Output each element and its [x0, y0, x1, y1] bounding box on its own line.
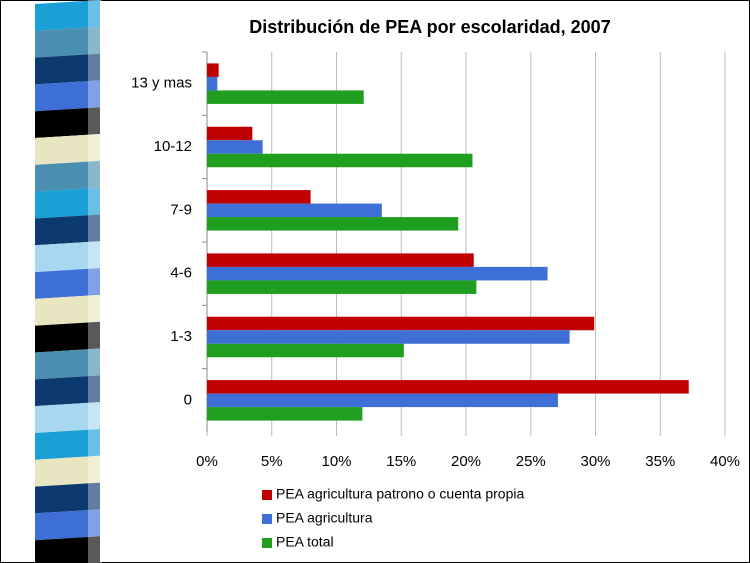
- x-tick-label: 20%: [451, 453, 481, 470]
- y-tick-label: 0: [184, 391, 192, 408]
- legend-swatch: [262, 514, 272, 524]
- x-tick-label: 35%: [645, 453, 675, 470]
- decorative-strip: [35, 0, 102, 563]
- chart-title: Distribución de PEA por escolaridad, 200…: [249, 17, 610, 37]
- legend-label: PEA total: [276, 534, 334, 550]
- x-tick-label: 40%: [710, 453, 740, 470]
- bar: [207, 330, 570, 344]
- bar: [207, 204, 382, 218]
- legend-label: PEA agricultura: [276, 510, 373, 526]
- y-tick-label: 13 y mas: [131, 75, 192, 92]
- bar: [207, 380, 689, 394]
- page: Distribución de PEA por escolaridad, 200…: [0, 0, 750, 563]
- x-tick-label: 30%: [580, 453, 610, 470]
- bar: [207, 190, 311, 204]
- bar: [207, 154, 472, 168]
- bar: [207, 317, 594, 331]
- strip-shade: [88, 0, 102, 563]
- bar: [207, 217, 458, 231]
- bar: [207, 267, 548, 281]
- legend-swatch: [262, 490, 272, 500]
- bar: [207, 90, 364, 104]
- y-tick-label: 4-6: [170, 265, 192, 282]
- legend-label: PEA agricultura patrono o cuenta propia: [276, 486, 524, 502]
- x-tick-label: 25%: [516, 453, 546, 470]
- x-tick-label: 15%: [386, 453, 416, 470]
- bar: [207, 140, 263, 154]
- bar: [207, 407, 362, 421]
- x-tick-label: 10%: [321, 453, 351, 470]
- y-tick-label: 10-12: [154, 138, 192, 155]
- bar: [207, 63, 219, 77]
- bar: [207, 127, 252, 141]
- legend-swatch: [262, 538, 272, 548]
- bar: [207, 253, 474, 267]
- y-tick-label: 7-9: [170, 201, 192, 218]
- bar: [207, 280, 476, 294]
- bar: [207, 77, 217, 91]
- x-tick-label: 5%: [261, 453, 283, 470]
- y-tick-label: 1-3: [170, 328, 192, 345]
- bar: [207, 344, 404, 358]
- x-tick-label: 0%: [196, 453, 218, 470]
- chart: Distribución de PEA por escolaridad, 200…: [0, 0, 750, 563]
- bar: [207, 394, 558, 408]
